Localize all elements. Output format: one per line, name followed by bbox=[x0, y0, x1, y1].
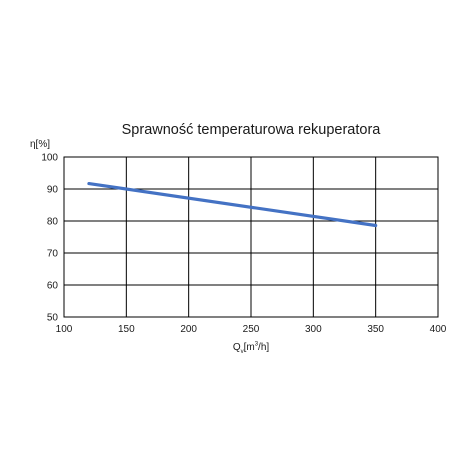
y-tick-label: 70 bbox=[47, 249, 59, 260]
y-tick-label: 100 bbox=[41, 153, 58, 164]
x-axis-label-prefix: Q bbox=[232, 342, 241, 353]
plot-frame bbox=[63, 156, 439, 318]
x-axis-label-suffix: /h] bbox=[258, 342, 270, 353]
x-tick-label: 150 bbox=[118, 324, 135, 335]
y-tick-label: 50 bbox=[47, 313, 59, 324]
series-line bbox=[87, 181, 378, 228]
x-axis-label-sup: 3 bbox=[254, 341, 259, 348]
x-tick-label: 300 bbox=[305, 324, 322, 335]
x-tick-label: 350 bbox=[367, 324, 384, 335]
x-axis-label: Qv[m3/h] bbox=[64, 342, 438, 355]
chart-title: Sprawność temperaturowa rekuperatora bbox=[121, 122, 381, 138]
y-tick-label: 90 bbox=[47, 185, 59, 196]
x-tick-label: 250 bbox=[243, 324, 260, 335]
x-axis-label-mid: [m bbox=[243, 342, 255, 353]
y-axis-label: η[%] bbox=[30, 139, 51, 150]
x-tick-label: 400 bbox=[430, 324, 447, 335]
x-tick-label: 200 bbox=[180, 324, 197, 335]
y-tick-label: 80 bbox=[47, 217, 59, 228]
x-tick-label: 100 bbox=[56, 324, 73, 335]
x-axis-label-sub: v bbox=[240, 349, 244, 355]
y-tick-label: 60 bbox=[47, 281, 59, 292]
